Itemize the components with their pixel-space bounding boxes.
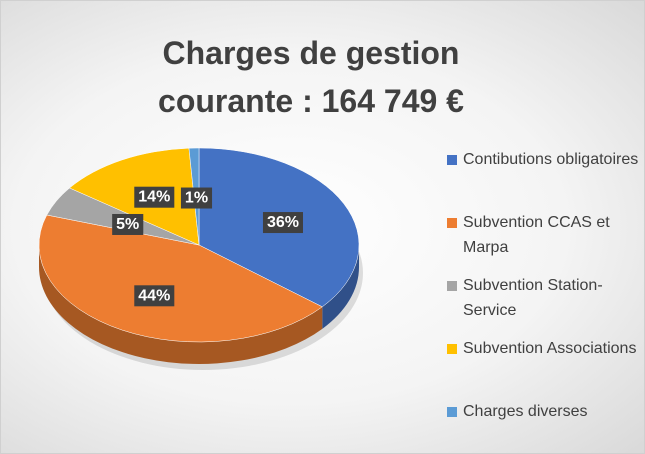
- data-label-box: [134, 186, 175, 208]
- legend-item: Subvention CCAS et Marpa: [447, 210, 643, 260]
- data-label-box: [112, 213, 144, 235]
- slice-side: [39, 245, 323, 364]
- legend-label: Subvention Station-Service: [463, 277, 603, 319]
- data-label-box: [134, 285, 175, 307]
- legend-label: Subvention CCAS et Marpa: [463, 214, 610, 256]
- data-label: 1%: [180, 187, 213, 209]
- legend-swatch: [447, 407, 457, 417]
- legend-label: Subvention Associations: [463, 340, 637, 357]
- legend-swatch: [447, 155, 457, 165]
- legend-item: Subvention Associations: [447, 336, 643, 361]
- data-label: 14%: [134, 186, 175, 208]
- legend-item: Charges diverses: [447, 399, 643, 424]
- data-label-text: 1%: [185, 190, 208, 207]
- legend-swatch: [447, 218, 457, 228]
- data-label-text: 5%: [116, 216, 139, 233]
- pie-slice: [38, 214, 323, 343]
- slice-side: [322, 245, 359, 329]
- chart-title: Charges de gestion courante : 164 749 €: [158, 35, 464, 119]
- legend-label: Contibutions obligatoires: [463, 151, 639, 168]
- data-label: 44%: [134, 285, 175, 307]
- legend-label: Charges diverses: [463, 403, 588, 420]
- data-label: 5%: [112, 213, 144, 235]
- data-label-text: 36%: [267, 214, 299, 231]
- data-label-box: [180, 187, 213, 209]
- legend-swatch: [447, 281, 457, 291]
- legend-item: Contibutions obligatoires: [447, 147, 643, 172]
- data-label-box: [262, 212, 303, 234]
- legend-item: Subvention Station-Service: [447, 273, 643, 323]
- pie-area: 36% 44% 5% 14% 1%: [38, 147, 363, 370]
- data-label-text: 14%: [138, 189, 170, 206]
- data-label-text: 44%: [138, 287, 170, 304]
- legend-swatch: [447, 344, 457, 354]
- data-label: 36%: [262, 212, 303, 234]
